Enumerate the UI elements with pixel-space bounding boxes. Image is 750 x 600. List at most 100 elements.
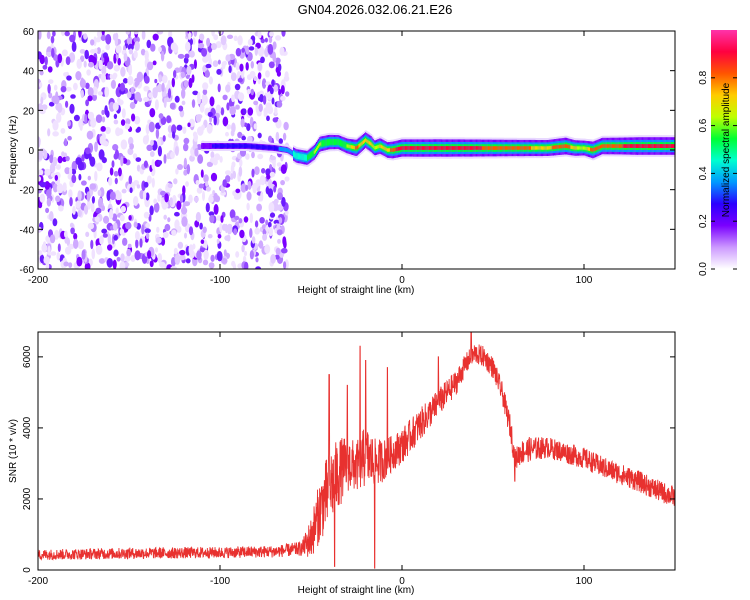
spectrogram-noise-cell — [94, 216, 100, 223]
spectrogram-noise-cell — [152, 88, 158, 99]
spectrogram-noise-cell — [214, 153, 221, 161]
track-band — [205, 145, 208, 147]
track-band — [488, 146, 491, 150]
track-band — [627, 144, 629, 148]
track-band — [581, 146, 583, 150]
track-band — [571, 145, 574, 150]
track-band — [563, 144, 566, 149]
spectrogram-noise-cell — [100, 125, 106, 132]
track-band — [391, 148, 393, 152]
track-band — [249, 145, 251, 148]
track-band — [326, 140, 329, 145]
track-band — [211, 145, 213, 147]
spectrogram-noise-cell — [223, 249, 227, 257]
spectrogram-noise-cell — [230, 173, 234, 180]
spectrogram-noise-cell — [78, 173, 82, 181]
track-band — [406, 146, 409, 150]
spectrogram-noise-cell — [38, 176, 42, 182]
spectrogram-noise-cell — [86, 191, 91, 202]
spectrogram-noise-cell — [278, 138, 283, 144]
spectrogram-noise-cell — [283, 121, 289, 131]
spectrogram-noise-cell — [193, 196, 199, 203]
spectrogram-noise-cell — [235, 188, 241, 194]
track-band — [628, 144, 630, 148]
spectrogram-noise-cell — [100, 73, 106, 83]
spectrogram-noise-cell — [205, 181, 209, 187]
track-band — [533, 146, 535, 150]
spectrogram-noise-cell — [265, 70, 270, 78]
spectrogram-noise-cell — [64, 31, 70, 37]
track-band — [345, 143, 347, 147]
track-band — [456, 146, 459, 150]
track-band — [599, 145, 602, 149]
spectrogram-noise-cell — [132, 153, 138, 160]
spectrogram-noise-cell — [249, 250, 254, 260]
track-band — [667, 144, 670, 148]
spectrogram-noise-cell — [49, 163, 56, 173]
spectrogram-noise-cell — [225, 131, 229, 137]
spectrogram-noise-cell — [217, 83, 221, 93]
spectrogram-noise-cell — [280, 85, 285, 95]
spectrogram-noise-cell — [87, 222, 95, 230]
spectrogram-noise-cell — [172, 131, 176, 139]
colorbar: 0.0 0.2 0.4 0.6 0.8 Normalized spectral ampl… — [698, 30, 737, 276]
spectrogram-y-tick-label: -60 — [20, 265, 35, 276]
track-band — [212, 145, 214, 147]
track-band — [557, 145, 559, 149]
spectrogram-noise-cell — [205, 202, 210, 213]
track-band — [296, 154, 298, 158]
track-band — [454, 146, 457, 150]
spectrogram-noise-cell — [164, 193, 169, 203]
colorbar-tick-label: 0.0 — [698, 262, 709, 276]
spectrogram-noise-cell — [275, 35, 282, 41]
spectrogram-noise-cell — [234, 215, 240, 221]
spectrogram-noise-cell — [258, 195, 262, 202]
track-band — [262, 146, 265, 149]
track-band — [393, 147, 396, 152]
spectrogram-noise-cell — [278, 88, 282, 96]
spectrogram-noise-cell — [199, 222, 203, 230]
spectrogram-noise-cell — [96, 31, 102, 38]
spectrogram-noise-cell — [84, 113, 88, 125]
spectrogram-noise-cell — [225, 170, 231, 176]
track-band — [356, 145, 358, 150]
spectrogram-noise-cell — [38, 31, 42, 40]
spectrogram-noise-cell — [177, 164, 183, 170]
track-band — [306, 156, 308, 160]
spectrogram-noise-cell — [121, 188, 127, 194]
track-band — [310, 153, 313, 157]
track-band — [214, 145, 216, 147]
spectrogram-noise-cell — [117, 167, 122, 177]
spectrogram-noise-cell — [39, 193, 46, 203]
spectrogram-noise-cell — [248, 46, 255, 51]
track-band — [476, 146, 479, 150]
spectrogram-noise-cell — [183, 169, 188, 176]
spectrogram-noise-cell — [259, 175, 266, 186]
spectrogram-noise-cell — [86, 69, 91, 76]
spectrogram-noise-cell — [250, 61, 254, 69]
track-band — [235, 145, 237, 147]
spectrogram-noise-cell — [172, 194, 177, 205]
spectrogram-noise-cell — [101, 31, 105, 35]
track-band — [495, 146, 497, 150]
spectrogram-noise-cell — [267, 43, 274, 55]
spectrogram-noise-cell — [266, 103, 272, 114]
track-band — [649, 144, 651, 148]
spectrogram-noise-cell — [276, 229, 283, 236]
spectrogram-noise-cell — [57, 243, 61, 252]
track-band — [401, 146, 403, 150]
spectrogram-noise-cell — [84, 49, 89, 60]
spectrogram-noise-cell — [112, 259, 117, 269]
track-band — [215, 145, 218, 147]
spectrogram-noise-cell — [156, 31, 164, 35]
spectrogram-noise-cell — [270, 254, 276, 264]
spectrogram-noise-cell — [56, 183, 64, 194]
track-band — [548, 146, 551, 150]
track-band — [233, 145, 235, 147]
spectrogram-noise-cell — [95, 114, 103, 123]
spectrogram-noise-cell — [101, 205, 105, 212]
track-band — [585, 146, 588, 151]
spectrogram-noise-cell — [107, 244, 113, 251]
spectrogram-noise-cell — [276, 192, 283, 200]
spectrogram-noise-cell — [144, 75, 150, 84]
